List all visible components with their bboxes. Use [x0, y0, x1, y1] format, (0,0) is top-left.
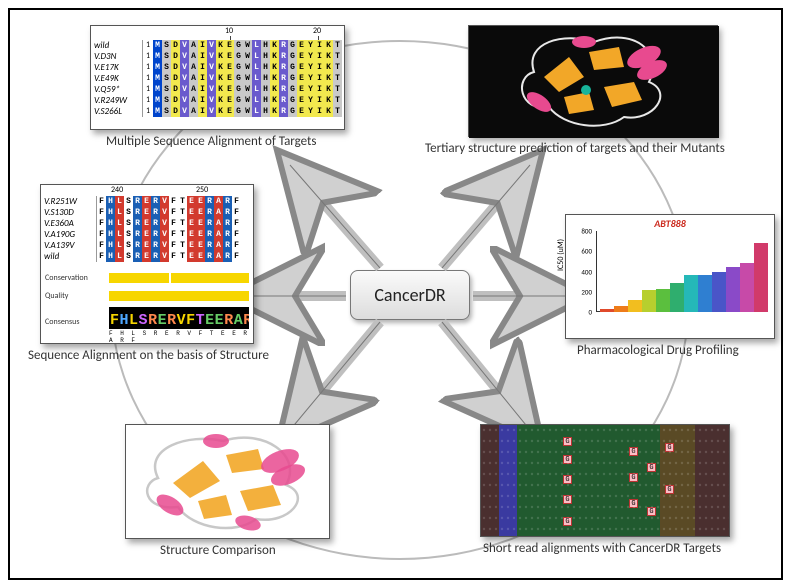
drug-bar — [642, 290, 656, 312]
msa-row: V.R249W1MSDVAIVKEGWLHKRGEYIKT — [91, 95, 344, 106]
sa-row: V.A190GFHLSRERVFTEERARF — [41, 229, 253, 240]
msa-tick-10: 10 — [225, 26, 233, 36]
msa-row: wild1MSDVAIVKEGWLHKRGEYIKT — [91, 40, 344, 51]
struct-compare-svg — [126, 425, 331, 540]
struct-compare-caption: Structure Comparison — [160, 543, 276, 558]
sa-consensus-label: Consensus — [45, 315, 79, 329]
sa-row: V.R251WFHLSRERVFTEERARF — [41, 196, 253, 207]
sa-row: wildFHLSRERVFTEERARF — [41, 251, 253, 262]
msa-tick-20: 20 — [313, 26, 321, 36]
msa-panel: 10 20 wild1MSDVAIVKEGWLHKRGEYIKTV.D3N1MS… — [90, 25, 345, 130]
sa-conservation-label: Conservation — [45, 271, 88, 285]
sa-quality-label: Quality — [45, 289, 68, 303]
drug-bar — [712, 272, 726, 312]
tertiary-structure-svg — [469, 26, 719, 138]
drug-bar — [684, 275, 698, 312]
struct-align-caption: Sequence Alignment on the basis of Struc… — [28, 348, 269, 363]
tertiary-caption: Tertiary structure prediction of targets… — [425, 141, 725, 156]
sa-row: V.A139VFHLSRERVFTEERARF — [41, 240, 253, 251]
struct-compare-panel — [125, 424, 330, 539]
drug-bar — [698, 275, 712, 312]
msa-row: V.Q59*1MSDVAIVKEGWLHKRGEYIKT — [91, 84, 344, 95]
drug-bar — [628, 300, 642, 312]
msa-caption: Multiple Sequence Alignment of Targets — [106, 134, 317, 149]
sa-consensus-sub: F H L S R E R V F T E E R A R F — [109, 330, 249, 344]
drug-bar — [656, 289, 670, 312]
short-read-panel: GGGGGGGGGGGG — [480, 424, 730, 537]
drug-profile-panel: ABT888 0200400600800 IC50 (uM) — [565, 214, 775, 339]
short-read-caption: Short read alignments with CancerDR Targ… — [483, 541, 721, 556]
msa-row: V.S266L1MSDVAIVKEGWLHKRGEYIKT — [91, 106, 344, 117]
drug-bar — [614, 306, 628, 312]
msa-row: V.D3N1MSDVAIVKEGWLHKRGEYIKT — [91, 51, 344, 62]
sa-tick-250: 250 — [196, 185, 208, 195]
tertiary-panel — [468, 25, 718, 137]
msa-row: V.E17K1MSDVAIVKEGWLHKRGEYIKT — [91, 62, 344, 73]
drug-bar — [754, 243, 768, 312]
sa-row: V.S130DFHLSRERVFTEERARF — [41, 207, 253, 218]
drug-profile-caption: Pharmacological Drug Profiling — [577, 343, 739, 358]
drug-bar — [670, 283, 684, 312]
drug-ylabel: IC50 (uM) — [556, 238, 566, 270]
drug-bar — [740, 263, 754, 312]
drug-title: ABT888 — [566, 217, 774, 230]
drug-bar — [600, 309, 614, 312]
outer-frame: CancerDR 10 20 — [8, 8, 783, 580]
msa-row: V.E49K1MSDVAIVKEGWLHKRGEYIKT — [91, 73, 344, 84]
drug-bar — [726, 267, 740, 312]
sa-row: V.E360AFHLSRERVFTEERARF — [41, 218, 253, 229]
sa-tick-240: 240 — [111, 185, 123, 195]
struct-align-panel: 240 250 V.R251WFHLSRERVFTEERARFV.S130DFH… — [40, 184, 254, 344]
